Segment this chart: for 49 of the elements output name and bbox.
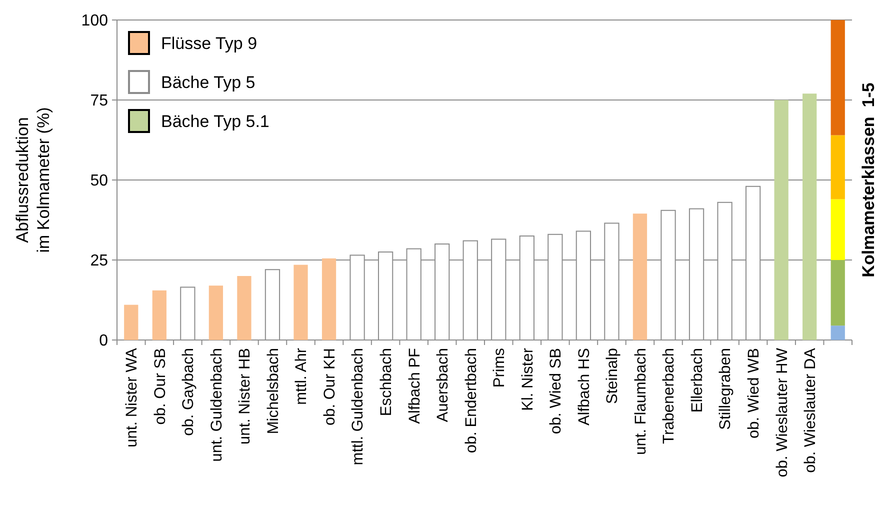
- x-tick-label: ob. Wied WB: [745, 348, 762, 438]
- y-tick-label: 50: [90, 172, 108, 190]
- bar: [632, 214, 648, 340]
- x-tick-label: Kl. Nister: [519, 348, 536, 411]
- x-tick-label: Eschbach: [378, 348, 395, 416]
- bar: [830, 260, 845, 326]
- bar: [774, 100, 788, 340]
- bar: [208, 286, 224, 340]
- x-tick-label: Prims: [491, 348, 508, 388]
- x-tick-label: mttl. Ahr: [293, 348, 310, 405]
- x-tick-label: ob. Our SB: [152, 348, 169, 425]
- x-tick-label: mttl. Guldenbach: [350, 348, 367, 466]
- y-tick-label: 75: [90, 92, 108, 110]
- legend-label: Bäche Typ 5.1: [161, 112, 270, 131]
- x-tick-label: ob. Wieslauter HW: [774, 348, 791, 478]
- x-tick-label: Trabenerbach: [660, 348, 678, 444]
- bar: [830, 135, 845, 200]
- x-tick-label: Alfbach HS: [576, 348, 593, 426]
- bar: [830, 199, 845, 260]
- x-tick-label: ob. Our KH: [321, 348, 338, 426]
- x-tick-label: unt. Guldenbach: [208, 348, 226, 462]
- x-tick-label: ob. Wieslauter DA: [802, 347, 820, 473]
- y-axis-title: Abflussreduktion im Kolmameter (%): [12, 107, 53, 253]
- y-tick-label: 100: [81, 12, 108, 30]
- x-tick-label: ob. Gaybach: [180, 348, 198, 436]
- bar: [830, 20, 845, 136]
- x-tick-label: ob. Endertbach: [462, 348, 480, 454]
- bar: [124, 304, 138, 340]
- x-tick-label: unt. Nister WA: [124, 347, 141, 448]
- bar: [152, 290, 166, 340]
- bar: [294, 264, 308, 340]
- x-tick-label: Stillegraben: [717, 348, 734, 430]
- y2-axis-title: Kolmameterklassen 1-5: [858, 82, 878, 278]
- x-tick-label: Michelsbach: [264, 348, 282, 434]
- y-tick-label: 0: [99, 332, 108, 350]
- x-tick-label: Steinalp: [604, 348, 622, 404]
- x-tick-label: ob. Wied SB: [548, 348, 565, 434]
- bar: [237, 276, 252, 340]
- x-tick-label: Auersbach: [434, 348, 452, 422]
- y-tick-label: 25: [90, 252, 108, 270]
- bar: [830, 326, 845, 340]
- x-tick-label: Ellerbach: [688, 348, 706, 413]
- legend-label: Flüsse Typ 9: [161, 34, 258, 53]
- x-tick-label: Alfbach PF: [406, 348, 424, 424]
- legend-label: Bäche Typ 5: [161, 72, 256, 92]
- x-tick-label: unt. Flaumbach: [632, 348, 650, 455]
- bar: [802, 94, 817, 340]
- bar: [322, 258, 336, 340]
- x-tick-label: unt. Nister HB: [236, 348, 254, 444]
